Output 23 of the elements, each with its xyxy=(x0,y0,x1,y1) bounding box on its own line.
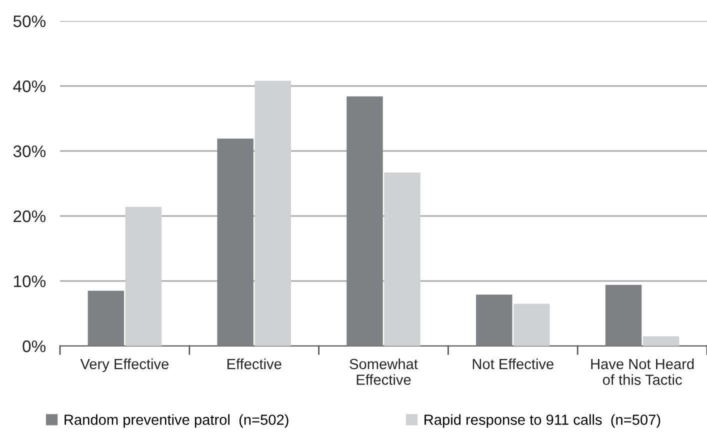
bar xyxy=(605,284,642,346)
y-tick-label: 30% xyxy=(13,145,46,158)
y-tick-label: 10% xyxy=(14,275,46,288)
x-tick-label: Have Not Heard of this Tactic xyxy=(591,358,694,385)
bar xyxy=(125,206,162,346)
y-tick-label: 50% xyxy=(13,15,46,28)
legend-label: Random preventive patrol (n=502) xyxy=(64,414,288,428)
bar xyxy=(476,294,512,346)
bar xyxy=(254,80,291,346)
x-tick-label: Very Effective xyxy=(80,358,169,372)
bar xyxy=(88,290,124,346)
bar xyxy=(217,138,254,346)
y-tick-label: 40% xyxy=(13,80,46,92)
bar xyxy=(384,172,420,346)
bar xyxy=(642,336,680,346)
y-tick-label: 20% xyxy=(14,210,46,222)
x-tick-label: Effective xyxy=(227,358,282,370)
bar xyxy=(346,96,383,346)
x-tick-label: Somewhat Effective xyxy=(350,358,418,385)
legend-label: Rapid response to 911 calls (n=507) xyxy=(424,414,660,428)
bar xyxy=(514,304,550,346)
x-tick-label: Not Effective xyxy=(472,358,554,370)
y-tick-label: 0% xyxy=(22,340,46,352)
